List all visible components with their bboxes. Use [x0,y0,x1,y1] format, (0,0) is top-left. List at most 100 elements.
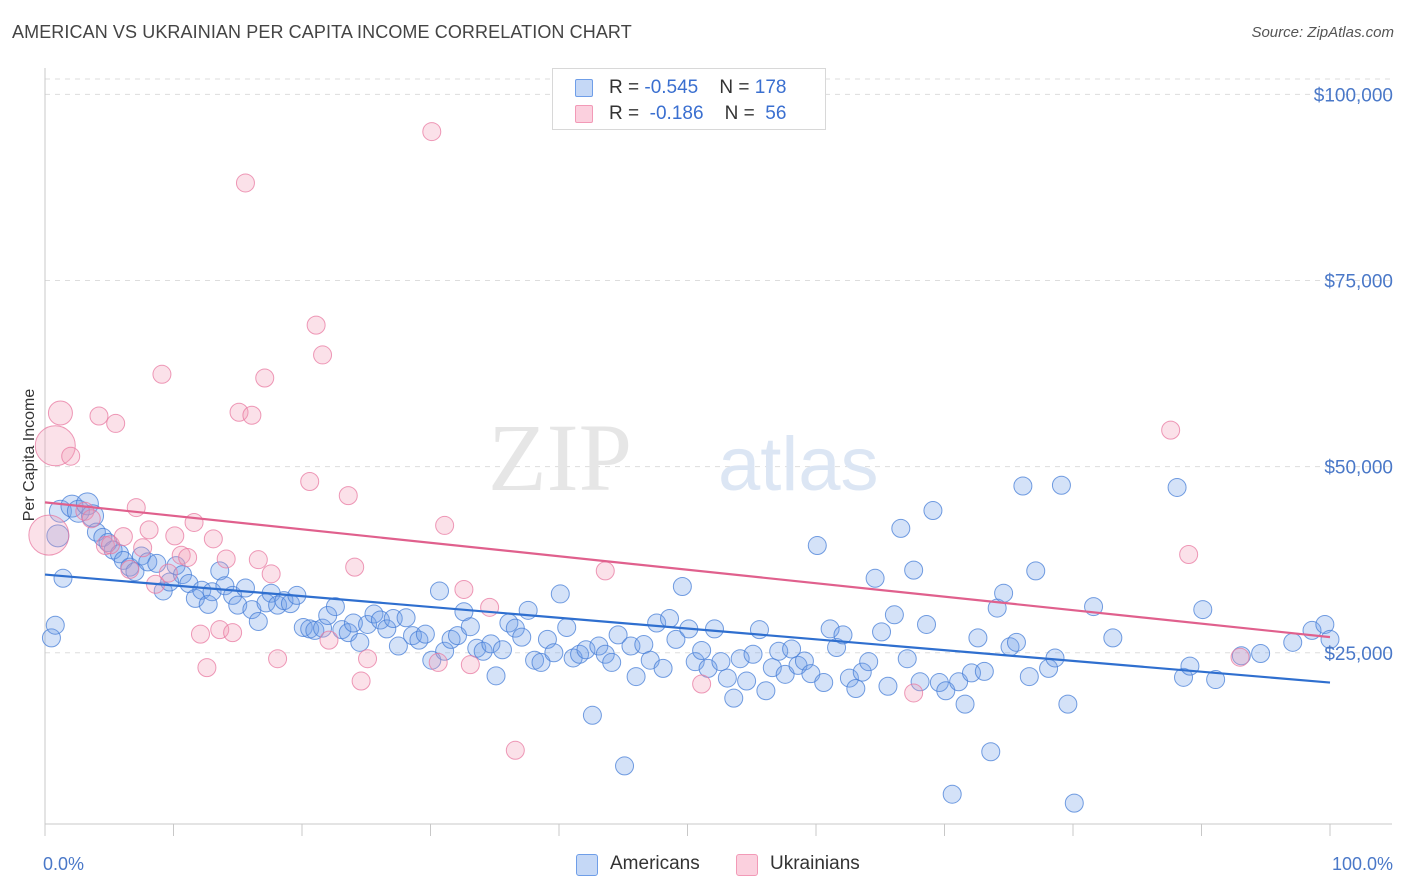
ukrainian-point [235,173,255,193]
ukrainian-point [505,740,525,760]
y-axis-label: Per Capita Income [21,389,38,522]
ukrainian-point [1161,420,1181,440]
american-point [737,671,757,691]
ukrainian-point [34,425,76,467]
ukrainian-point [95,536,115,556]
american-point [730,649,750,669]
american-point [75,492,99,516]
american-point [435,641,455,661]
american-point [626,667,646,687]
trend-line-ukrainians [44,501,1331,639]
american-point [388,636,408,656]
american-point [350,632,370,652]
american-point [1283,632,1303,652]
ukrainian-point [248,550,268,570]
ukrainian-point [229,402,249,422]
american-point [955,694,975,714]
legend-swatch-americans [575,79,593,97]
american-point [441,629,461,649]
legend-r-value: -0.186 [644,103,704,124]
american-point [994,583,1014,603]
ukrainian-point [216,549,236,569]
american-point [660,609,680,629]
american-point [891,518,911,538]
ukrainian-point [319,630,339,650]
american-point [41,628,61,648]
ukrainian-point [422,122,442,142]
american-point [820,619,840,639]
ukrainian-point [106,413,126,433]
y-tick-label: $25,000 [1324,644,1393,665]
legend-label-americans: Americans [610,853,700,874]
ukrainian-point [165,526,185,546]
american-point [1019,667,1039,687]
ukrainian-point [1230,647,1250,667]
american-point [1180,656,1200,676]
american-point [531,652,551,672]
legend-n-value: 56 [760,103,787,124]
american-point [865,568,885,588]
american-point [1006,632,1026,652]
american-point [481,634,501,654]
american-point [576,640,596,660]
american-point [782,639,802,659]
american-point [512,627,532,647]
legend-r-label: R = [609,103,645,124]
american-point [910,672,930,692]
american-point [1251,643,1271,663]
ukrainian-point [428,652,448,672]
american-point [53,568,73,588]
american-point [415,624,435,644]
grid-lines [45,78,1392,654]
watermark-zip: ZIP [488,404,632,511]
ukrainian-point [435,515,455,535]
american-point [235,578,255,598]
legend-swatch-americans [576,854,598,876]
ukrainian-point [133,538,153,558]
american-point [711,652,731,672]
american-point [653,658,673,678]
american-point [550,584,570,604]
ukrainian-point [268,649,288,669]
american-point [942,784,962,804]
american-point [897,649,917,669]
trend-line-americans [44,573,1331,684]
american-point [192,580,212,600]
american-point [473,641,493,661]
ukrainian-point [351,671,371,691]
american-point [293,617,313,637]
ukrainian-point [692,674,712,694]
ukrainian-point [261,564,281,584]
ukrainian-point [313,345,333,365]
watermark-atlas: atlas [718,422,879,507]
chart-title: AMERICAN VS UKRAINIAN PER CAPITA INCOME … [12,22,632,42]
american-point [807,536,827,556]
american-point [1231,646,1251,666]
american-point [814,673,834,693]
ukrainian-point [595,561,615,581]
trend-layer [44,501,1331,684]
american-point [872,622,892,642]
american-point [839,668,859,688]
legend-n-value: 178 [754,77,787,98]
series-americans [41,475,1340,813]
american-point [666,629,686,649]
legend-swatch-ukrainians [736,854,758,876]
american-point [904,560,924,580]
american-point [429,581,449,601]
american-point [48,499,72,523]
american-point [544,643,564,663]
american-point [1320,629,1340,649]
ukrainian-point [223,623,243,643]
legend-r-label: R = [609,77,645,98]
ukrainian-point [61,446,81,466]
ukrainian-point [126,498,146,518]
ukrainian-point [28,514,70,556]
legend-row-ukrainians: R = -0.186 N = 56 [575,101,786,127]
american-point [210,561,230,581]
legend-n-label: N = [724,103,761,124]
american-point [343,613,363,633]
american-point [981,742,1001,762]
american-point [1026,561,1046,581]
